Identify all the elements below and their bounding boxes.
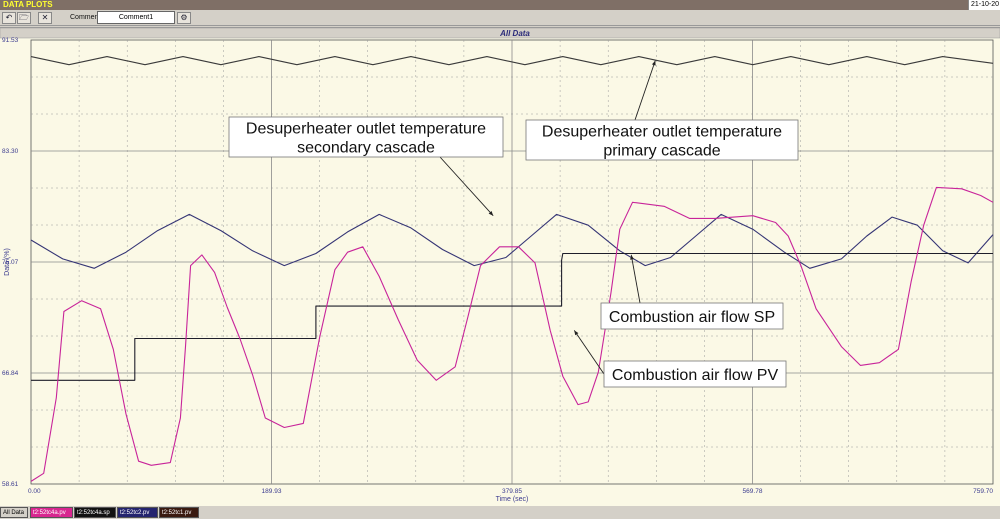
chart-svg: All Data 0.00 189.93 379.85 569.78 759.70 58.6… — [0, 27, 1000, 503]
series-line-t2-52tc1-pv — [30, 56, 994, 66]
chart-title-strip — [0, 27, 1000, 39]
title-bar: DATA PLOTS 21-10-20 — [0, 0, 1000, 10]
annotation-arrowhead — [630, 254, 634, 260]
y-tick-label: 91.53 — [2, 37, 19, 44]
annotation-text: Combustion air flow PV — [612, 367, 779, 384]
toolbar: ↶ 🗁 ✕ Comment ⚙ — [0, 10, 1000, 26]
annotation-leader — [573, 330, 605, 375]
y-tick-label: 58.61 — [2, 481, 19, 488]
annotation-text: Combustion air flow SP — [609, 309, 775, 326]
undo-icon[interactable]: ↶ — [2, 12, 16, 24]
tab-t2-52tc4a-pv[interactable]: t2:52tc4a.pv — [30, 507, 73, 518]
tab-all-data[interactable]: All Data — [0, 507, 28, 518]
chart-title: All Data — [499, 29, 530, 38]
x-axis-label: Time (sec) — [496, 496, 529, 503]
annotation-arrowhead — [488, 211, 494, 216]
annotation-text: secondary cascade — [297, 140, 435, 157]
x-tick-label: 569.78 — [743, 488, 763, 495]
annotation-text: Desuperheater outlet temperature — [246, 121, 486, 138]
y-tick-label: 83.30 — [2, 148, 19, 155]
annotation-box — [600, 302, 784, 330]
tab-t2-52tc1-pv[interactable]: t2:52tc1.pv — [159, 507, 199, 518]
series-line-t2-52tc4a-pv — [30, 186, 994, 482]
tab-t2-52tc2-pv[interactable]: t2:52tc2.pv — [117, 507, 158, 518]
y-tick-label: 66.84 — [2, 370, 19, 377]
app-title: DATA PLOTS — [3, 0, 53, 9]
comment-label: Comment — [70, 14, 101, 21]
series-line-t2-52tc4a-sp — [31, 252, 993, 381]
annotation-arrowhead — [574, 330, 579, 336]
x-tick-label: 189.93 — [262, 488, 282, 495]
annotation-leader — [439, 156, 494, 217]
annotation-arrowhead — [651, 60, 656, 66]
tab-t2-52tc4a-sp[interactable]: t2:52tc4a.sp — [74, 507, 116, 518]
y-tick-label: 75.07 — [2, 259, 19, 266]
x-tick-label: 379.85 — [502, 488, 522, 495]
settings-icon[interactable]: ⚙ — [177, 12, 191, 24]
annotation-box — [603, 360, 787, 388]
annotation-text: Desuperheater outlet temperature — [542, 124, 782, 141]
date-display: 21-10-20 — [968, 0, 1000, 10]
comment-input[interactable] — [97, 11, 175, 24]
x-tick-label: 0.00 — [28, 488, 41, 495]
annotation-box — [525, 119, 799, 161]
close-icon[interactable]: ✕ — [38, 12, 52, 24]
open-folder-icon[interactable]: 🗁 — [17, 12, 31, 24]
annotation-leader — [634, 60, 656, 121]
annotation-leader — [630, 254, 641, 304]
annotation-text: primary cascade — [603, 143, 720, 160]
y-axis-label: Data (%) — [4, 248, 11, 276]
chart-area: All Data 0.00 189.93 379.85 569.78 759.70 58.6… — [0, 27, 1000, 506]
annotation-box — [228, 116, 504, 158]
tab-bar: All Data t2:52tc4a.pv t2:52tc4a.sp t2:52tc2… — [0, 506, 1000, 519]
series-line-t2-52tc2-pv — [30, 213, 994, 269]
x-tick-label: 759.70 — [973, 488, 993, 495]
